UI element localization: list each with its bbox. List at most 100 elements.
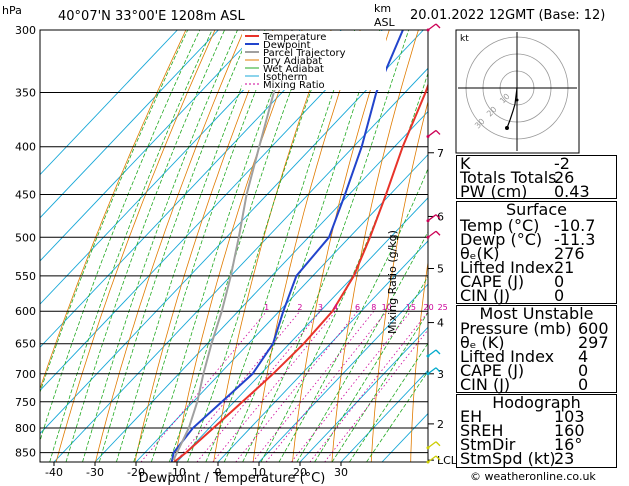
mixing-ratio-label: 6 xyxy=(355,303,360,312)
surface-table: Surface Temp (°C) -10.7 Dewp (°C) -11.3 θₑ… xyxy=(456,201,617,304)
x-tick-label: 0 xyxy=(215,466,222,479)
wind-barb xyxy=(427,214,437,222)
stmdir-value: 16° xyxy=(554,435,583,454)
trace-parcel-trajectory xyxy=(172,30,294,461)
wind-barb-flag xyxy=(435,214,441,220)
wet-adiabat-line xyxy=(331,311,428,462)
mixing-ratio-label: 8 xyxy=(371,303,376,312)
wet-adiabat-line xyxy=(116,30,266,462)
surface-lifted-index-value: 21 xyxy=(554,258,575,277)
pw-label: PW (cm) xyxy=(460,182,528,201)
km-tick-label: 7 xyxy=(437,147,444,160)
dry-adiabat-line xyxy=(40,30,187,390)
mu-theta-e-value: 297 xyxy=(578,333,609,352)
km-label: km xyxy=(374,2,391,15)
dry-adiabat-line xyxy=(410,259,428,462)
mu-pressure-label: Pressure (mb) xyxy=(460,319,572,338)
wet-adiabat-line xyxy=(82,30,238,462)
hodograph-point xyxy=(515,98,519,102)
wind-barb xyxy=(427,129,437,137)
pressure-tick-label: 400 xyxy=(15,141,36,154)
surface-cape-value: 0 xyxy=(554,272,565,291)
legend-mixing-ratio: Mixing Ratio xyxy=(263,80,325,91)
wind-barb-base xyxy=(426,354,430,358)
pressure-tick-label: 800 xyxy=(15,422,36,435)
dry-adiabat-line xyxy=(370,99,428,462)
mu-cape-label: CAPE (J) xyxy=(460,361,525,380)
wind-barb xyxy=(427,230,437,238)
trace-temperature xyxy=(173,82,428,462)
pressure-tick-label: 650 xyxy=(15,338,36,351)
stmdir-label: StmDir xyxy=(460,435,516,454)
wind-barb-flag xyxy=(435,129,441,135)
mixing-ratio-label: 1 xyxy=(264,303,269,312)
mu-lifted-index-label: Lifted Index xyxy=(460,347,555,366)
isotherm-line xyxy=(40,30,260,262)
pressure-tick-label: 350 xyxy=(15,87,36,100)
wet-adiabat-line xyxy=(49,30,213,462)
mixing-ratio-line xyxy=(140,310,268,462)
hodograph-title: Hodograph xyxy=(492,393,581,412)
wet-adiabat-line xyxy=(133,30,281,462)
isotherm-line xyxy=(40,30,219,219)
wind-barb-base xyxy=(426,460,430,464)
asl-label: ASL xyxy=(374,16,396,29)
surface-cape-label: CAPE (J) xyxy=(460,272,525,291)
mu-theta-e-label: θₑ (K) xyxy=(460,333,505,352)
legend-dewpoint: Dewpoint xyxy=(263,40,311,51)
k-index-value: -2 xyxy=(554,154,570,173)
stmspd-label: StmSpd (kt) xyxy=(460,449,556,468)
pw-value: 0.43 xyxy=(554,182,590,201)
pressure-tick-label: 750 xyxy=(15,396,36,409)
mixing-ratio-label: 10 xyxy=(382,303,392,312)
wind-barb-flag xyxy=(435,23,441,29)
mixing-ratio-label: 15 xyxy=(406,303,416,312)
temperature-tick-labels: -40 -30 -20 -10 0 10 20 30 xyxy=(45,462,348,479)
pressure-tick-label: 450 xyxy=(15,189,36,202)
surface-cin-value: 0 xyxy=(554,286,565,305)
isotherm-line xyxy=(217,240,428,462)
mu-lifted-index-value: 4 xyxy=(578,347,589,366)
km-tick-label: 4 xyxy=(437,317,444,330)
totals-totals-value: 26 xyxy=(554,168,575,187)
wet-adiabat-line xyxy=(260,71,428,462)
km-tick-label: LCL xyxy=(437,454,458,467)
wet-adiabat-line xyxy=(296,230,428,462)
copyright: © weatheronline.co.uk xyxy=(470,470,596,483)
plot-frame xyxy=(39,29,429,463)
x-axis-label: Dewpoint / Temperature (°C) xyxy=(139,471,326,486)
dry-adiabat-line xyxy=(252,30,361,462)
dry-adiabat-line xyxy=(134,30,274,462)
wind-barb-base xyxy=(426,372,430,376)
surface-temp-value: -10.7 xyxy=(554,216,596,235)
dry-adiabat-line xyxy=(331,30,419,462)
mixing-ratio-label: 25 xyxy=(438,303,448,312)
wet-adiabat-line xyxy=(278,167,428,462)
isotherm-line xyxy=(94,110,428,462)
mixing-ratio-label: 20 xyxy=(424,303,434,312)
x-tick-label: 20 xyxy=(293,466,307,479)
isotherm-line xyxy=(340,369,428,462)
hodograph-table: Hodograph EH 103 SREH 160 StmDir 16° StmSpd… xyxy=(456,394,617,468)
mixing-ratio-line xyxy=(212,310,336,462)
mixing-ratio-axis-label: Mixing Ratio (g/kg) xyxy=(386,230,399,334)
eh-label: EH xyxy=(460,407,483,426)
mixing-ratio-label: 4 xyxy=(333,303,338,312)
hodograph-kt-label: kt xyxy=(460,34,469,44)
wet-adiabat-line xyxy=(187,30,334,462)
dry-adiabat-line xyxy=(55,30,216,462)
mu-cin-value: 0 xyxy=(578,375,589,394)
isotherm-line xyxy=(40,30,301,305)
mixing-ratio-line xyxy=(309,311,428,462)
isotherm-line xyxy=(53,67,428,462)
hpa-label: hPa xyxy=(2,4,22,17)
x-tick-label: 30 xyxy=(334,466,348,479)
wet-adiabat-line xyxy=(98,30,252,462)
profile-traces xyxy=(170,30,428,462)
surface-theta-e-label: θₑ(K) xyxy=(460,244,500,263)
x-tick-label: -40 xyxy=(45,466,63,479)
surface-dewp-value: -11.3 xyxy=(554,230,596,249)
wind-barb-base xyxy=(426,28,430,32)
surface-dewp-label: Dewp (°C) xyxy=(460,230,543,249)
